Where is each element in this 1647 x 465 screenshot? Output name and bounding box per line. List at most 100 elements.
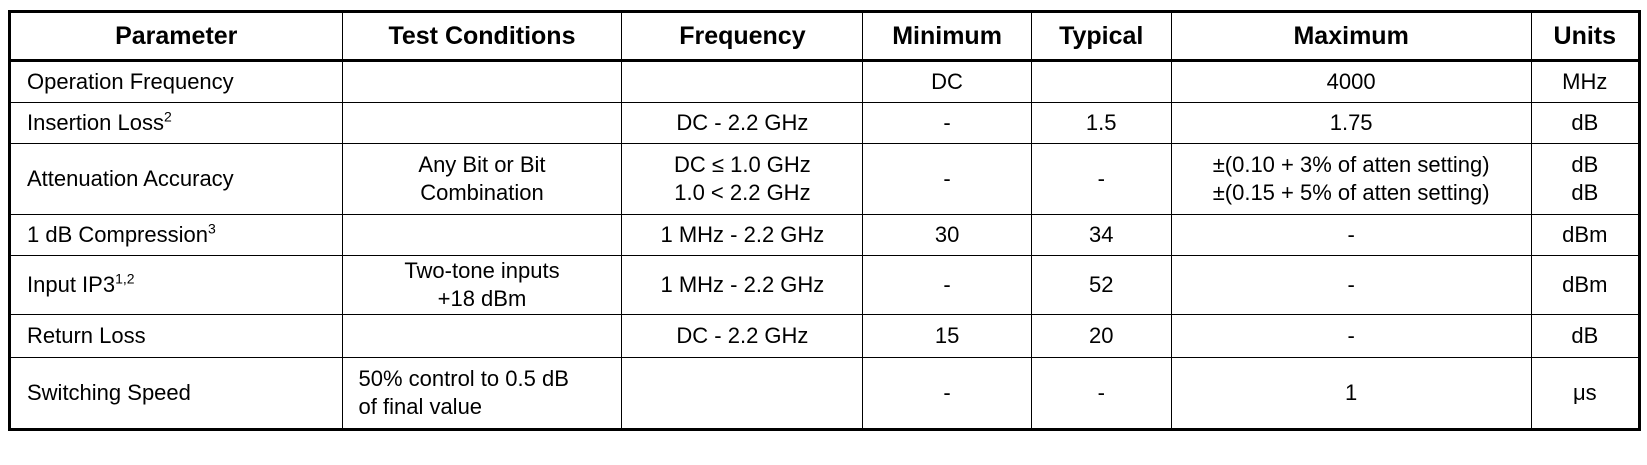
frequency-cell: DC ≤ 1.0 GHz 1.0 < 2.2 GHz: [621, 143, 864, 215]
test-conditions-line: of final value: [358, 394, 483, 419]
units-cell: MHz: [1530, 60, 1641, 103]
test-conditions-line: Two-tone inputs: [404, 258, 560, 283]
parameter-label: Insertion Loss: [27, 110, 164, 135]
units-cell: dBm: [1530, 214, 1641, 256]
parameter-cell: 1 dB Compression3: [9, 214, 343, 256]
units-cell: dB: [1530, 314, 1641, 358]
test-conditions-cell: [341, 314, 623, 358]
parameter-label: Switching Speed: [27, 380, 191, 405]
maximum-line: 4000: [1326, 69, 1376, 94]
footnote-ref: 3: [207, 220, 216, 237]
footnote-ref: 2: [163, 108, 172, 125]
typical-cell: 52: [1030, 255, 1172, 315]
parameter-cell: Operation Frequency: [9, 60, 343, 103]
frequency-cell: [621, 357, 864, 430]
minimum-cell: -: [862, 255, 1032, 315]
test-conditions-cell: [341, 214, 623, 256]
typical-cell: 1.5: [1030, 102, 1172, 144]
frequency-cell: 1 MHz - 2.2 GHz: [621, 214, 864, 256]
frequency-line: 1.0 < 2.2 GHz: [674, 180, 811, 205]
frequency-cell: DC - 2.2 GHz: [621, 314, 864, 358]
test-conditions-cell: Two-tone inputs +18 dBm: [341, 255, 623, 315]
header-row: Parameter Test Conditions Frequency Mini…: [9, 11, 1641, 62]
table-row: Input IP31,2 Two-tone inputs +18 dBm 1 MH…: [9, 255, 1641, 315]
header-minimum: Minimum: [862, 11, 1032, 62]
typical-cell: [1030, 60, 1172, 103]
units-line: dB: [1571, 152, 1599, 177]
header-frequency: Frequency: [621, 11, 864, 62]
parameter-cell: Insertion Loss2: [9, 102, 343, 144]
units-cell: μs: [1530, 357, 1641, 430]
minimum-cell: 15: [862, 314, 1032, 358]
units-cell: dB: [1530, 102, 1641, 144]
minimum-cell: -: [862, 357, 1032, 430]
frequency-cell: [621, 60, 864, 103]
header-typical: Typical: [1030, 11, 1172, 62]
parameter-label: Input IP3: [27, 272, 116, 297]
minimum-cell: DC: [862, 60, 1032, 103]
parameter-label: Attenuation Accuracy: [27, 166, 234, 191]
table-header: Parameter Test Conditions Frequency Mini…: [9, 11, 1641, 62]
parameter-label: Operation Frequency: [27, 69, 234, 94]
maximum-cell: 1.75: [1170, 102, 1532, 144]
header-test-conditions: Test Conditions: [341, 11, 623, 62]
frequency-line: DC - 2.2 GHz: [676, 110, 809, 135]
frequency-line: 1 MHz - 2.2 GHz: [660, 222, 825, 247]
maximum-line: ±(0.10 + 3% of atten setting): [1212, 152, 1490, 177]
maximum-line: -: [1347, 222, 1355, 247]
maximum-cell: -: [1170, 255, 1532, 315]
parameter-cell: Attenuation Accuracy: [9, 143, 343, 215]
minimum-cell: 30: [862, 214, 1032, 256]
parameter-cell: Return Loss: [9, 314, 343, 358]
table-row: Operation Frequency DC 4000 MHz: [9, 60, 1641, 103]
units-line: dB: [1571, 110, 1599, 135]
maximum-cell: -: [1170, 314, 1532, 358]
units-line: dB: [1571, 323, 1599, 348]
test-conditions-line: Any Bit or Bit: [418, 152, 546, 177]
frequency-line: DC ≤ 1.0 GHz: [674, 152, 811, 177]
typical-cell: 20: [1030, 314, 1172, 358]
table-row: Switching Speed 50% control to 0.5 dB of …: [9, 357, 1641, 430]
maximum-cell: -: [1170, 214, 1532, 256]
units-line: dBm: [1562, 272, 1608, 297]
frequency-line: 1 MHz - 2.2 GHz: [660, 272, 825, 297]
units-line: μs: [1572, 380, 1597, 405]
parameter-cell: Switching Speed: [9, 357, 343, 430]
frequency-cell: DC - 2.2 GHz: [621, 102, 864, 144]
test-conditions-cell: 50% control to 0.5 dB of final value: [341, 357, 623, 430]
frequency-line: DC - 2.2 GHz: [676, 323, 809, 348]
maximum-line: -: [1347, 272, 1355, 297]
maximum-line: -: [1347, 323, 1355, 348]
maximum-line: 1: [1345, 380, 1358, 405]
test-conditions-line: 50% control to 0.5 dB: [358, 366, 569, 391]
minimum-cell: -: [862, 143, 1032, 215]
units-line: dBm: [1562, 222, 1608, 247]
header-maximum: Maximum: [1170, 11, 1532, 62]
units-cell: dBm: [1530, 255, 1641, 315]
maximum-cell: 4000: [1170, 60, 1532, 103]
table-body: Operation Frequency DC 4000 MHz Insertio…: [9, 60, 1641, 430]
footnote-ref: 1,2: [115, 270, 135, 287]
parameter-cell: Input IP31,2: [9, 255, 343, 315]
table-row: Insertion Loss2 DC - 2.2 GHz - 1.5 1.75 …: [9, 102, 1641, 144]
frequency-cell: 1 MHz - 2.2 GHz: [621, 255, 864, 315]
units-line: dB: [1571, 180, 1599, 205]
test-conditions-line: +18 dBm: [437, 286, 527, 311]
maximum-line: 1.75: [1329, 110, 1373, 135]
test-conditions-cell: Any Bit or Bit Combination: [341, 143, 623, 215]
maximum-cell: 1: [1170, 357, 1532, 430]
header-units: Units: [1530, 11, 1641, 62]
minimum-cell: -: [862, 102, 1032, 144]
maximum-cell: ±(0.10 + 3% of atten setting) ±(0.15 + 5%…: [1170, 143, 1532, 215]
units-line: MHz: [1562, 69, 1608, 94]
table-row: Attenuation Accuracy Any Bit or Bit Combi…: [9, 143, 1641, 215]
parameter-label: Return Loss: [27, 323, 146, 348]
header-parameter: Parameter: [9, 11, 343, 62]
typical-cell: -: [1030, 357, 1172, 430]
test-conditions-cell: [341, 102, 623, 144]
table-row: Return Loss DC - 2.2 GHz 15 20 - dB: [9, 314, 1641, 358]
test-conditions-line: Combination: [420, 180, 544, 205]
maximum-line: ±(0.15 + 5% of atten setting): [1212, 180, 1490, 205]
parameter-label: 1 dB Compression: [27, 222, 208, 247]
table-row: 1 dB Compression3 1 MHz - 2.2 GHz 30 34 …: [9, 214, 1641, 256]
